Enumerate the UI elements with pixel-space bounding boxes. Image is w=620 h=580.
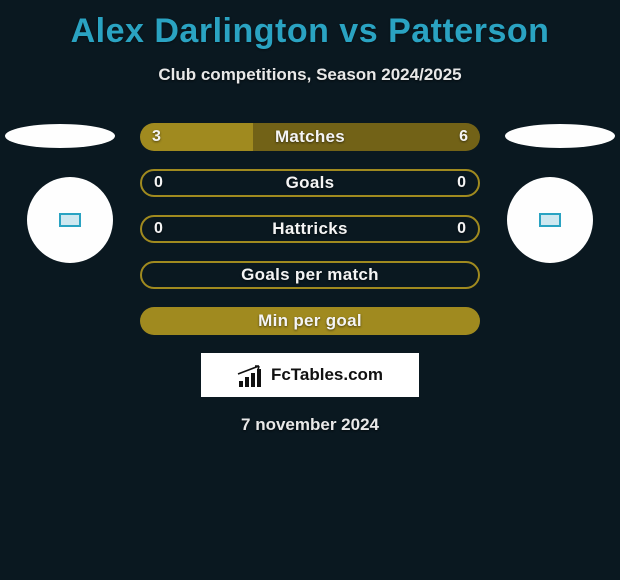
page-title: Alex Darlington vs Patterson xyxy=(0,0,620,51)
stat-bar: 36Matches xyxy=(140,123,480,151)
bar-chart-icon xyxy=(237,363,267,387)
player-right-photo-placeholder xyxy=(505,124,615,148)
page-subtitle: Club competitions, Season 2024/2025 xyxy=(0,65,620,85)
badge-icon xyxy=(59,213,81,227)
stat-label: Goals xyxy=(142,171,478,195)
stat-label: Matches xyxy=(140,123,480,151)
stat-bar: 00Hattricks xyxy=(140,215,480,243)
date-text: 7 november 2024 xyxy=(0,415,620,435)
stat-label: Hattricks xyxy=(142,217,478,241)
logo-text: FcTables.com xyxy=(271,365,383,385)
source-logo: FcTables.com xyxy=(201,353,419,397)
stat-bar: 00Goals xyxy=(140,169,480,197)
stat-bar: Goals per match xyxy=(140,261,480,289)
stat-label: Min per goal xyxy=(140,307,480,335)
stat-bar: Min per goal xyxy=(140,307,480,335)
stats-bars: 36Matches 00Goals 00Hattricks Goals per mat… xyxy=(140,123,480,335)
player-left-photo-placeholder xyxy=(5,124,115,148)
stat-label: Goals per match xyxy=(142,263,478,287)
badge-icon xyxy=(539,213,561,227)
player-right-club-badge xyxy=(507,177,593,263)
player-left-club-badge xyxy=(27,177,113,263)
